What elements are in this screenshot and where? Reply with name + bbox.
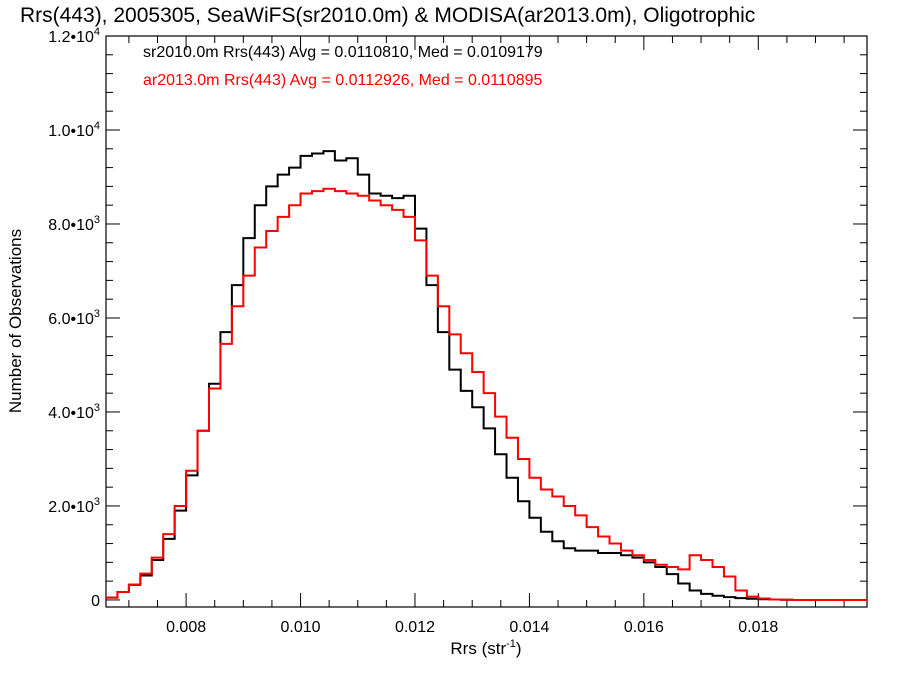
- x-tick-labels: 0.008 0.010 0.012 0.014 0.016 0.018: [166, 619, 778, 636]
- y-tick-label: 1.2•104: [48, 26, 100, 46]
- y-tick-label: 4.0•103: [48, 402, 100, 422]
- y-tick-labels: 02.0•1034.0•1036.0•1038.0•1031.0•1041.2•…: [48, 26, 100, 610]
- x-tick-label: 0.008: [166, 619, 206, 636]
- x-tick-label: 0.010: [281, 619, 321, 636]
- y-tick-mantissa: 1.0•10: [48, 123, 94, 140]
- chart-title: Rrs(443), 2005305, SeaWiFS(sr2010.0m) & …: [20, 4, 755, 27]
- x-tick-label: 0.014: [509, 619, 549, 636]
- y-tick-exponent: 3: [94, 214, 100, 226]
- y-tick-mantissa: 1.2•10: [48, 29, 94, 46]
- legend-entry: ar2013.0m Rrs(443) Avg = 0.0112926, Med …: [143, 72, 542, 89]
- x-axis-label-sup: -1: [506, 638, 516, 650]
- x-axis-label: Rrs (str-1): [450, 638, 521, 658]
- series-line-1: [106, 150, 867, 601]
- legend-entry: sr2010.0m Rrs(443) Avg = 0.0110810, Med …: [143, 44, 543, 61]
- x-tick-label: 0.016: [624, 619, 664, 636]
- series-layer: [106, 150, 867, 601]
- y-tick-label: 0: [91, 593, 100, 610]
- series-line-2: [106, 187, 867, 601]
- y-tick-mantissa: 0: [91, 593, 100, 610]
- y-tick-exponent: 3: [94, 496, 100, 508]
- y-tick-exponent: 3: [94, 308, 100, 320]
- y-tick-mantissa: 8.0•10: [48, 217, 94, 234]
- legend: sr2010.0m Rrs(443) Avg = 0.0110810, Med …: [143, 44, 543, 89]
- y-tick-mantissa: 2.0•10: [48, 499, 94, 516]
- y-tick-exponent: 4: [94, 120, 100, 132]
- x-axis-label-close: ): [516, 639, 522, 658]
- y-tick-label: 1.0•104: [48, 120, 100, 140]
- x-axis-label-main: Rrs (str: [450, 639, 506, 658]
- y-tick-exponent: 3: [94, 402, 100, 414]
- y-tick-mantissa: 6.0•10: [48, 311, 94, 328]
- x-tick-label: 0.018: [738, 619, 778, 636]
- x-tick-label: 0.012: [395, 619, 435, 636]
- y-tick-label: 2.0•103: [48, 496, 100, 516]
- y-tick-label: 6.0•103: [48, 308, 100, 328]
- axis-ticks: [106, 35, 867, 607]
- y-tick-exponent: 4: [94, 26, 100, 38]
- y-axis-label: Number of Observations: [6, 229, 25, 413]
- plot-frame: [105, 35, 868, 608]
- y-tick-mantissa: 4.0•10: [48, 405, 94, 422]
- y-tick-label: 8.0•103: [48, 214, 100, 234]
